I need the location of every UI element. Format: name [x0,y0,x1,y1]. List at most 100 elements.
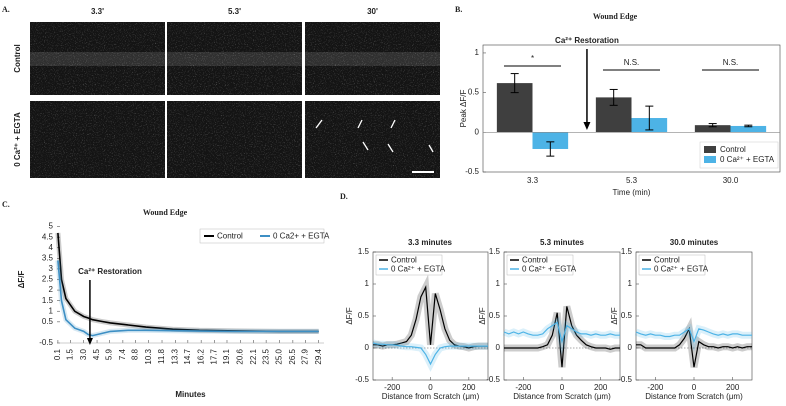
x-tick-label: 4.5 [92,348,101,360]
x-axis-label: Distance from Scratch (μm) [645,392,743,401]
y-tick-label: 0 [475,127,480,136]
y-tick-label: 4 [49,243,54,252]
legend-swatch [704,146,716,153]
y-tick-label: -0.5 [355,375,369,384]
plot-frame [372,251,489,381]
x-tick-label: 0 [428,383,433,392]
wound-band [305,52,440,66]
legend-label: Control [217,232,243,241]
x-tick-label: 16.2 [196,348,205,364]
x-tick-label: 200 [462,383,476,392]
legend-box [506,254,574,276]
x-tick-label: 19.1 [222,348,231,364]
panel-label: C. [2,200,10,209]
y-tick-label: 1 [49,306,54,315]
wound-band [30,52,165,66]
chart-title: Wound Edge [143,208,188,217]
annotation-arrowhead [583,122,591,130]
y-tick-label: 3.5 [42,253,54,262]
series-line [57,260,319,337]
x-tick-label: 17.7 [210,348,219,364]
x-tick-label: 7.4 [118,348,127,360]
series-line [503,321,620,344]
y-axis-label: ΔF/F [345,307,354,324]
x-tick-label: 0.1 [53,348,62,360]
x-tick-label: 26.5 [288,348,297,364]
x-tick-label: 5.9 [105,348,114,360]
y-tick-label: 0.5 [468,88,480,97]
x-tick-label: -200 [515,383,532,392]
series-line [504,306,620,368]
x-axis-label: Distance from Scratch (μm) [382,392,480,401]
y-tick-label: -0.5 [486,375,500,384]
x-tick-label: 14.7 [183,348,192,364]
bar [730,125,767,133]
y-tick-label: 2 [49,285,54,294]
x-tick-label: 30.0 [723,176,739,185]
legend-label: Control [720,145,746,154]
x-tick-label: 8.8 [130,348,139,360]
series-line [372,342,488,366]
micrograph-noise [305,101,440,178]
legend-label: 0 Ca²⁺ + EGTA [720,155,775,164]
x-tick-label: 3.3 [527,176,539,185]
significance-label: * [531,54,534,63]
y-tick-label: -0.5 [465,167,479,176]
legend-swatch [704,156,716,163]
y-tick-label: 1.5 [42,296,54,305]
y-axis-label: ΔF/F [478,307,487,324]
legend-label: 0 Ca²⁺ + EGTA [654,265,709,274]
x-tick-label: 200 [594,383,608,392]
y-tick-label: 0.5 [621,311,633,320]
x-axis-label: Minutes [175,390,206,399]
x-tick-label: 29.4 [314,348,323,364]
x-tick-label: 1.5 [65,348,74,360]
x-tick-label: 23.5 [261,348,270,364]
wound-band [167,52,302,66]
column-label: 5.3' [228,7,241,16]
x-tick-label: -200 [384,383,401,392]
y-tick-label: 0.5 [358,311,370,320]
y-tick-label: 5 [49,222,54,231]
legend-box [375,254,443,276]
bar [694,125,731,133]
bar [532,132,569,149]
micrograph-noise [305,22,440,95]
x-tick-label: -200 [647,383,664,392]
y-tick-label: 0 [496,343,501,352]
y-tick-label: 4.5 [42,232,54,241]
x-tick-label: 0 [560,383,565,392]
y-tick-label: 1 [475,48,480,57]
y-tick-label: 0 [628,343,633,352]
series-line [57,232,319,333]
plot-frame [503,251,621,381]
legend-label: Control [654,256,680,265]
legend-label: Control [391,256,417,265]
panel-label: B. [455,5,462,14]
x-tick-label: 0 [692,383,697,392]
legend-label: 0 Ca²⁺ + EGTA [391,265,446,274]
arrow [315,119,323,129]
legend-label: Control [522,256,548,265]
y-tick-label: 1 [365,279,370,288]
x-axis-label: Distance from Scratch (μm) [513,392,611,401]
x-tick-label: 3.0 [79,348,88,360]
x-tick-label: 5.3 [626,176,638,185]
chart-title: 3.3 minutes [408,238,453,247]
y-axis-label: Peak ΔF/F [459,89,468,127]
x-tick-label: 25.0 [275,348,284,364]
annotation-arrowhead [86,338,93,345]
annotation: Ca²⁺ Restoration [555,36,619,45]
plot-frame [482,44,781,173]
y-tick-label: 0 [365,343,370,352]
column-label: 30' [367,7,378,16]
y-axis-label: ΔF/F [610,307,619,324]
band-shadow [55,232,319,334]
micrograph-noise [167,22,302,95]
annotation: Ca²⁺ Restoration [78,267,142,276]
arrow [362,141,369,151]
row-label: Control [13,44,22,72]
x-tick-label: 27.9 [300,348,309,364]
micrograph-noise [30,22,165,95]
y-tick-label: 1.5 [489,247,501,256]
